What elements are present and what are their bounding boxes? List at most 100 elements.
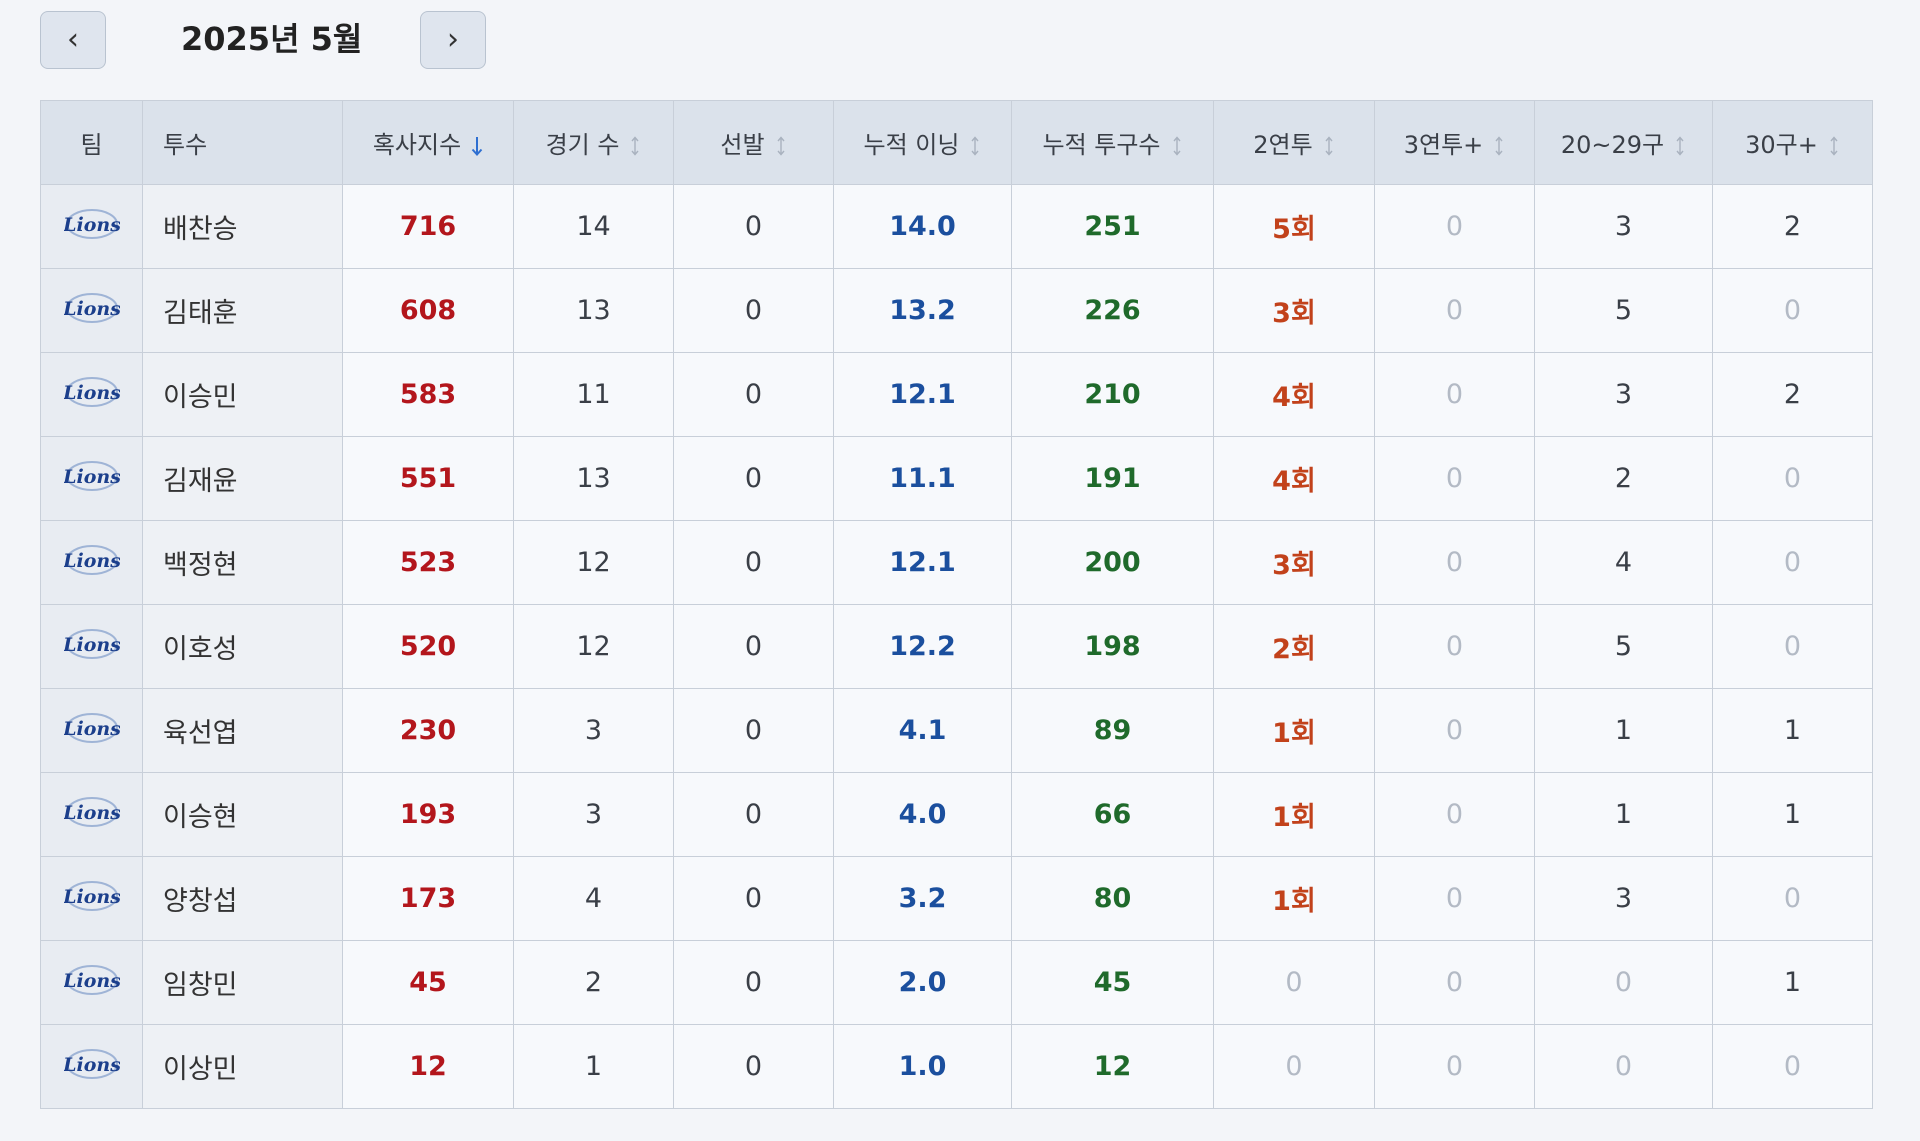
stat-cell: 5	[1534, 268, 1713, 353]
team-logo-text: Lions	[64, 298, 120, 320]
stat-cell: 12.1	[833, 520, 1012, 605]
column-header[interactable]: 선발	[673, 100, 834, 185]
pitcher-name: 이호성	[142, 604, 343, 689]
stat-cell: 210	[1011, 352, 1214, 437]
stat-cell: 12	[513, 604, 674, 689]
column-header[interactable]: 20~29구	[1534, 100, 1713, 185]
team-cell: Lions	[40, 604, 143, 689]
stat-cell: 0	[673, 772, 834, 857]
stat-cell: 193	[342, 772, 514, 857]
team-cell: Lions	[40, 688, 143, 773]
team-logo: Lions	[62, 965, 121, 995]
stat-cell: 583	[342, 352, 514, 437]
stat-cell: 5	[1534, 604, 1713, 689]
stat-cell: 11.1	[833, 436, 1012, 521]
stat-cell: 13.2	[833, 268, 1012, 353]
stat-cell: 3.2	[833, 856, 1012, 941]
stat-cell: 4	[1534, 520, 1713, 605]
column-header: 투수	[142, 100, 343, 185]
stat-cell: 1	[1712, 772, 1873, 857]
header-row: 팀 투수 혹사지수 경기 수 선발 누적 이닝 누적 투구수 2연투 3연투+ 20~29구 30구…	[40, 100, 1873, 185]
team-logo-text: Lions	[64, 1054, 120, 1076]
column-header[interactable]: 누적 이닝	[833, 100, 1012, 185]
stat-cell: 0	[1712, 1024, 1873, 1109]
stat-cell: 0	[673, 604, 834, 689]
stat-cell: 3	[1534, 856, 1713, 941]
stat-cell: 520	[342, 604, 514, 689]
column-label: 20~29구	[1560, 131, 1665, 159]
team-logo: Lions	[62, 377, 121, 407]
column-header[interactable]: 2연투	[1213, 100, 1375, 185]
column-header[interactable]: 30구+	[1712, 100, 1873, 185]
stat-cell: 0	[1534, 1024, 1713, 1109]
column-label: 3연투+	[1403, 131, 1484, 159]
month-nav: ‹ 2025년 5월 ›	[0, 0, 1920, 90]
column-header[interactable]: 3연투+	[1374, 100, 1535, 185]
column-label: 30구+	[1745, 131, 1818, 159]
stat-cell: 4	[513, 856, 674, 941]
stat-cell: 716	[342, 184, 514, 269]
stat-cell: 1회	[1213, 856, 1375, 941]
column-header[interactable]: 혹사지수	[342, 100, 514, 185]
stat-cell: 0	[1374, 772, 1535, 857]
stat-cell: 0	[673, 940, 834, 1025]
stat-cell: 12	[342, 1024, 514, 1109]
stat-cell: 14.0	[833, 184, 1012, 269]
stat-cell: 3	[1534, 184, 1713, 269]
sort-icon	[471, 137, 483, 156]
team-logo-text: Lions	[64, 970, 120, 992]
stat-cell: 200	[1011, 520, 1214, 605]
stat-cell: 13	[513, 436, 674, 521]
column-label: 혹사지수	[372, 131, 462, 159]
stat-cell: 3	[1534, 352, 1713, 437]
stat-cell: 1	[1534, 688, 1713, 773]
team-logo: Lions	[62, 797, 121, 827]
team-cell: Lions	[40, 772, 143, 857]
stat-cell: 0	[673, 688, 834, 773]
stat-cell: 1.0	[833, 1024, 1012, 1109]
stat-cell: 0	[673, 436, 834, 521]
stat-cell: 0	[1374, 520, 1535, 605]
column-header: 팀	[40, 100, 143, 185]
pitcher-row: Lions 백정현 523 12 0 12.1 200 3회 0 4 0	[40, 520, 1873, 605]
team-cell: Lions	[40, 352, 143, 437]
team-cell: Lions	[40, 856, 143, 941]
stat-cell: 12	[1011, 1024, 1214, 1109]
team-logo: Lions	[62, 881, 121, 911]
stat-cell: 13	[513, 268, 674, 353]
column-header[interactable]: 누적 투구수	[1011, 100, 1214, 185]
stat-cell: 0	[673, 352, 834, 437]
pitcher-name: 육선엽	[142, 688, 343, 773]
pitcher-name: 김태훈	[142, 268, 343, 353]
column-header[interactable]: 경기 수	[513, 100, 674, 185]
stat-cell: 0	[673, 184, 834, 269]
stat-cell: 0	[673, 856, 834, 941]
column-label: 경기 수	[545, 131, 620, 159]
stat-cell: 0	[1213, 1024, 1375, 1109]
stat-cell: 0	[1712, 604, 1873, 689]
sort-icon	[1830, 136, 1838, 156]
stat-cell: 0	[1374, 352, 1535, 437]
team-logo: Lions	[62, 1049, 121, 1079]
stat-cell: 2	[1534, 436, 1713, 521]
stat-cell: 2.0	[833, 940, 1012, 1025]
stat-cell: 0	[1374, 436, 1535, 521]
next-month-button[interactable]: ›	[420, 11, 486, 69]
stat-cell: 0	[673, 268, 834, 353]
stat-cell: 0	[1712, 268, 1873, 353]
stat-cell: 0	[1534, 940, 1713, 1025]
team-logo-text: Lions	[64, 886, 120, 908]
pitcher-row: Lions 이승현 193 3 0 4.0 66 1회 0 1 1	[40, 772, 1873, 857]
prev-month-button[interactable]: ‹	[40, 11, 106, 69]
column-label: 팀	[80, 131, 103, 159]
pitcher-name: 임창민	[142, 940, 343, 1025]
sort-icon	[777, 136, 785, 156]
stat-cell: 12	[513, 520, 674, 605]
team-logo-text: Lions	[64, 718, 120, 740]
stat-cell: 523	[342, 520, 514, 605]
pitcher-name: 백정현	[142, 520, 343, 605]
column-label: 누적 이닝	[863, 131, 960, 159]
stat-cell: 0	[1374, 604, 1535, 689]
sort-icon	[631, 136, 639, 156]
